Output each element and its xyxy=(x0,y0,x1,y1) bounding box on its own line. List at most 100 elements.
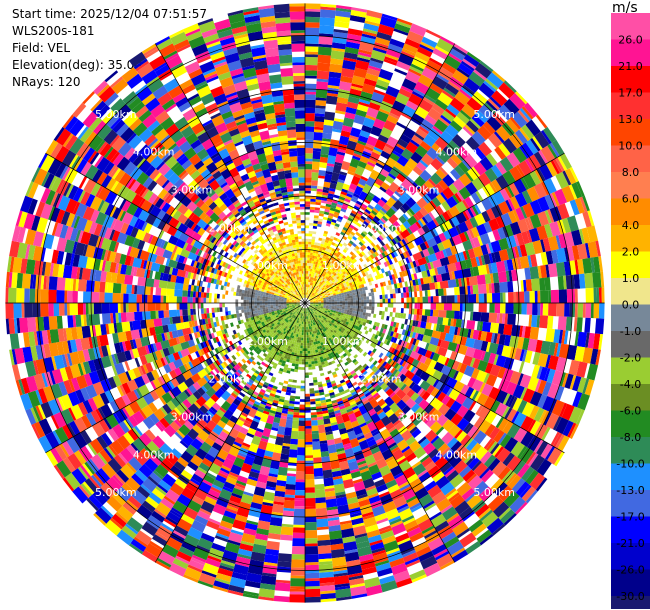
ppi-gate xyxy=(317,223,322,228)
ppi-gate xyxy=(339,276,344,280)
ppi-gate xyxy=(401,48,416,57)
ppi-gate xyxy=(322,138,331,142)
ppi-gate xyxy=(322,383,328,387)
ppi-gate xyxy=(449,48,466,61)
ppi-gate xyxy=(312,266,315,270)
ppi-gate xyxy=(338,135,350,146)
ppi-gate xyxy=(305,351,308,354)
ppi-gate xyxy=(320,291,324,294)
ppi-gate xyxy=(367,191,375,198)
ppi-gate xyxy=(336,203,343,209)
ppi-gate xyxy=(346,259,351,264)
ppi-gate xyxy=(353,300,356,303)
ppi-gate xyxy=(478,82,495,99)
ppi-gate xyxy=(344,269,349,274)
ppi-gate xyxy=(471,130,486,146)
ppi-gate xyxy=(323,282,327,286)
ppi-gate xyxy=(454,192,462,203)
ppi-gate xyxy=(417,46,433,58)
ppi-gate xyxy=(446,140,461,154)
ppi-gate xyxy=(326,245,330,250)
ppi-gate xyxy=(377,199,386,208)
ppi-gate xyxy=(318,251,322,255)
ppi-gate xyxy=(328,240,333,245)
ppi-gate xyxy=(307,279,309,282)
ppi-gate xyxy=(358,178,367,187)
ppi-gate xyxy=(298,340,302,343)
ppi-gate xyxy=(521,303,527,315)
ppi-gate xyxy=(408,68,422,77)
ppi-gate xyxy=(305,270,307,274)
ppi-gate xyxy=(380,268,385,274)
ppi-gate xyxy=(342,255,347,260)
ppi-gate xyxy=(276,389,282,394)
ppi-gate xyxy=(311,417,318,421)
ppi-gate xyxy=(295,471,305,480)
ppi-gate xyxy=(298,420,305,427)
ppi-gate xyxy=(344,198,351,203)
ppi-gate xyxy=(313,294,316,297)
ppi-gate xyxy=(335,153,345,164)
ppi-gate xyxy=(332,120,344,131)
ppi-gate xyxy=(328,275,332,279)
ppi-gate xyxy=(319,156,328,163)
ppi-gate xyxy=(432,186,441,196)
ppi-gate xyxy=(298,417,305,421)
ppi-gate xyxy=(584,272,594,289)
ppi-gate xyxy=(461,103,477,119)
ppi-gate xyxy=(334,259,339,264)
ppi-gate xyxy=(395,20,412,29)
ppi-gate xyxy=(380,181,390,191)
ppi-gate xyxy=(325,248,329,252)
ppi-gate xyxy=(350,9,367,18)
ppi-gate xyxy=(306,284,308,288)
ppi-gate xyxy=(352,258,357,263)
ppi-gate xyxy=(347,190,354,196)
ppi-gate xyxy=(305,238,309,242)
ppi-gate xyxy=(321,461,332,471)
ppi-gate xyxy=(342,235,348,241)
ppi-gate xyxy=(316,188,323,192)
ppi-gate xyxy=(380,233,387,239)
ppi-gate xyxy=(322,124,333,134)
ppi-gate xyxy=(306,334,309,338)
ppi-gate xyxy=(416,189,425,198)
ppi-gate xyxy=(327,370,332,375)
ppi-gate xyxy=(339,193,347,199)
ppi-gate xyxy=(351,210,358,215)
ppi-gate xyxy=(294,495,305,499)
ppi-gate xyxy=(360,293,364,298)
ppi-gate xyxy=(323,268,327,272)
ppi-gate xyxy=(314,113,325,117)
ppi-gate xyxy=(354,215,361,220)
ppi-gate xyxy=(329,182,337,190)
ppi-gate xyxy=(419,169,432,182)
ppi-gate xyxy=(320,286,323,289)
ppi-gate xyxy=(431,142,443,154)
ppi-gate xyxy=(363,296,367,300)
ppi-gate xyxy=(320,200,327,204)
ppi-gate xyxy=(336,276,340,280)
ppi-gate xyxy=(305,554,319,563)
ppi-gate xyxy=(418,125,430,135)
ppi-gate xyxy=(342,183,351,191)
ppi-gate xyxy=(315,276,319,280)
ppi-gate xyxy=(295,347,298,351)
ppi-gate xyxy=(467,166,481,181)
ppi-gate xyxy=(471,114,485,128)
ppi-gate xyxy=(310,291,313,295)
ppi-gate xyxy=(374,251,379,257)
ppi-gate xyxy=(309,294,312,297)
ppi-gate xyxy=(367,231,374,237)
ppi-gate xyxy=(334,15,351,23)
ppi-gate xyxy=(342,203,349,208)
ppi-gate xyxy=(343,52,358,60)
ppi-gate xyxy=(388,172,397,180)
ppi-gate xyxy=(286,475,296,485)
ppi-gate xyxy=(310,279,313,283)
ppi-gate xyxy=(314,278,318,282)
ppi-gate xyxy=(317,287,321,290)
ppi-gate xyxy=(368,292,372,297)
ppi-gate xyxy=(367,214,374,220)
ppi-gate xyxy=(333,211,340,216)
